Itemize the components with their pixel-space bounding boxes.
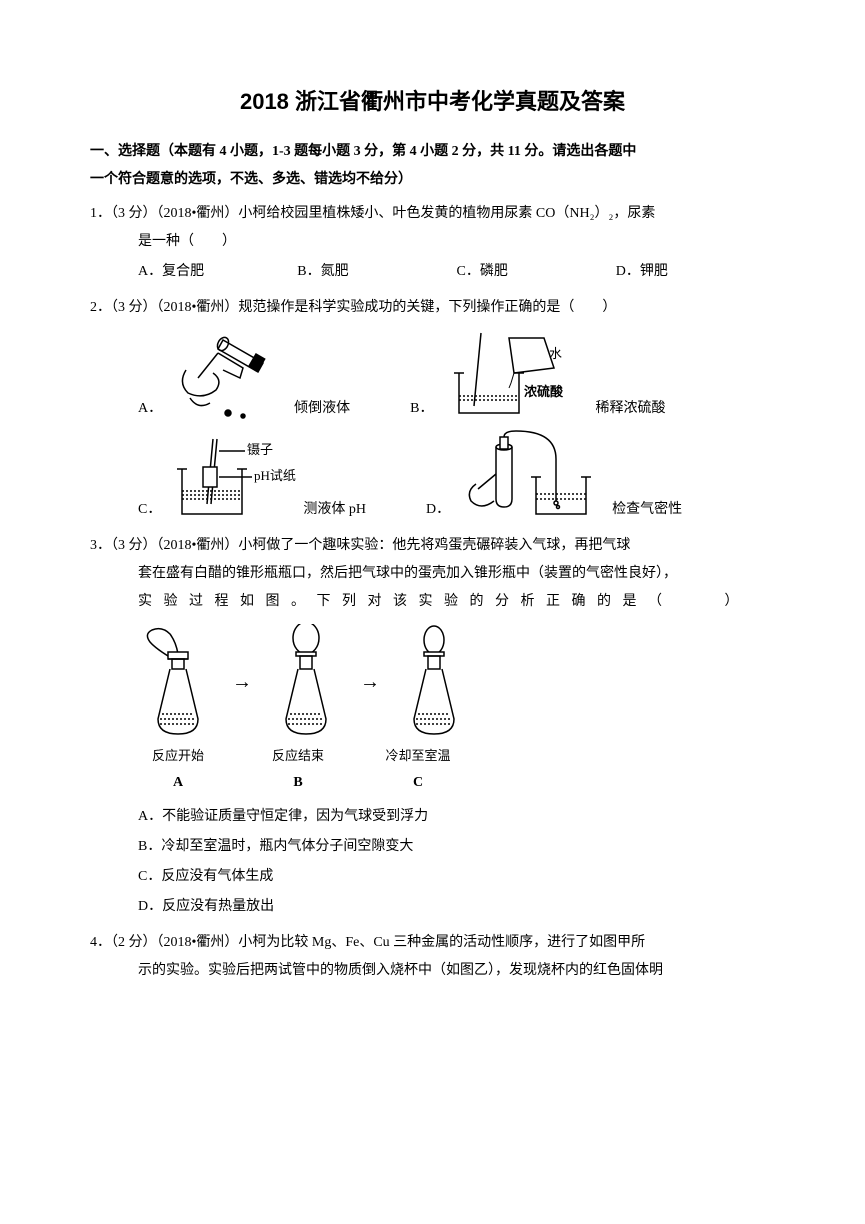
question-1: 1．（3 分）（2018•衢州）小柯给校园里植株矮小、叶色发黄的植物用尿素 CO… [90,200,775,286]
q2-row1: A． 倾倒液体 B． [90,328,775,423]
tweezers-annotation: 镊子 [247,442,273,457]
flask-A-caption: 反应开始 [138,743,218,769]
ph-test-diagram: 镊子 pH试纸 [167,429,297,524]
q2-captionD: 检查气密性 [612,496,682,524]
q4-text-line2: 示的实验。实验后把两试管中的物质倒入烧杯中（如图乙），发现烧杯内的红色固体明 [90,957,775,985]
section-header-line1: 一、选择题（本题有 4 小题，1-3 题每小题 3 分，第 4 小题 2 分，共… [90,144,636,159]
flask-B-letter: B [258,769,338,797]
q3-flask-diagram: → → [90,624,775,739]
flask-A [138,624,218,739]
q3-flask-letters: A B C [90,769,775,797]
q2-option-B: B． 水 浓硫酸 稀释浓硫酸 [410,328,665,423]
q2-labelA: A． [138,395,162,423]
q2-labelB: B． [410,395,433,423]
acid-annotation: 浓硫酸 [524,384,564,399]
dilute-acid-diagram: 水 浓硫酸 [439,328,589,423]
flask-B-caption: 反应结束 [258,743,338,769]
airtightness-diagram [456,429,606,524]
flask-B [266,624,346,739]
q1-optC: C．磷肥 [457,258,616,286]
q1-optB: B．氮肥 [297,258,456,286]
q1-optA: A．复合肥 [138,258,297,286]
question-4: 4．（2 分）（2018•衢州）小柯为比较 Mg、Fe、Cu 三种金属的活动性顺… [90,929,775,985]
flask-C-caption: 冷却至室温 [378,743,458,769]
q1-text-line1: 1．（3 分）（2018•衢州）小柯给校园里植株矮小、叶色发黄的植物用尿素 CO… [90,200,775,228]
pour-liquid-diagram [168,328,288,423]
flask-C-letter: C [378,769,458,797]
section-header: 一、选择题（本题有 4 小题，1-3 题每小题 3 分，第 4 小题 2 分，共… [90,138,775,194]
q1-optD: D．钾肥 [616,258,775,286]
question-3: 3．（3 分）（2018•衢州）小柯做了一个趣味实验：他先将鸡蛋壳碾碎装入气球，… [90,532,775,921]
q2-labelC: C． [138,496,161,524]
q3-optD: D．反应没有热量放出 [138,893,775,921]
q2-row2: C． 镊子 pH试纸 测液体 pH D [90,429,775,524]
page-title: 2018 浙江省衢州市中考化学真题及答案 [90,80,775,124]
ph-paper-annotation: pH试纸 [254,468,296,483]
q3-flask-captions: 反应开始 反应结束 冷却至室温 [90,743,775,769]
q2-captionC: 测液体 pH [303,496,366,524]
q2-text-line1: 2．（3 分）（2018•衢州）规范操作是科学实验成功的关键，下列操作正确的是（… [90,294,775,322]
q2-captionB: 稀释浓硫酸 [595,395,665,423]
q3-options: A．不能验证质量守恒定律，因为气球受到浮力 B．冷却至室温时，瓶内气体分子间空隙… [90,803,775,921]
q4-text-line1: 4．（2 分）（2018•衢州）小柯为比较 Mg、Fe、Cu 三种金属的活动性顺… [90,929,775,957]
q2-option-D: D． 检查气密性 [426,429,682,524]
flask-C [394,624,474,739]
q1-options: A．复合肥 B．氮肥 C．磷肥 D．钾肥 [90,258,775,286]
q2-captionA: 倾倒液体 [294,395,350,423]
question-2: 2．（3 分）（2018•衢州）规范操作是科学实验成功的关键，下列操作正确的是（… [90,294,775,524]
q3-text-line2: 套在盛有白醋的锥形瓶瓶口，然后把气球中的蛋壳加入锥形瓶中（装置的气密性良好）， [90,560,775,588]
q3-text-line3: 实 验 过 程 如 图 。 下 列 对 该 实 验 的 分 析 正 确 的 是 … [90,588,775,616]
q3-text-line1: 3．（3 分）（2018•衢州）小柯做了一个趣味实验：他先将鸡蛋壳碾碎装入气球，… [90,532,775,560]
q2-option-C: C． 镊子 pH试纸 测液体 pH [138,429,366,524]
q2-option-A: A． 倾倒液体 [138,328,350,423]
q3-optC: C．反应没有气体生成 [138,863,775,891]
q1-text-line2: 是一种（ ） [90,228,775,256]
q3-optA: A．不能验证质量守恒定律，因为气球受到浮力 [138,803,775,831]
q2-labelD: D． [426,496,450,524]
section-header-line2: 一个符合题意的选项，不选、多选、错选均不给分） [90,172,412,187]
arrow-icon: → [228,662,256,702]
flask-A-letter: A [138,769,218,797]
water-annotation: 水 [549,346,562,361]
arrow-icon: → [356,662,384,702]
q3-optB: B．冷却至室温时，瓶内气体分子间空隙变大 [138,833,775,861]
